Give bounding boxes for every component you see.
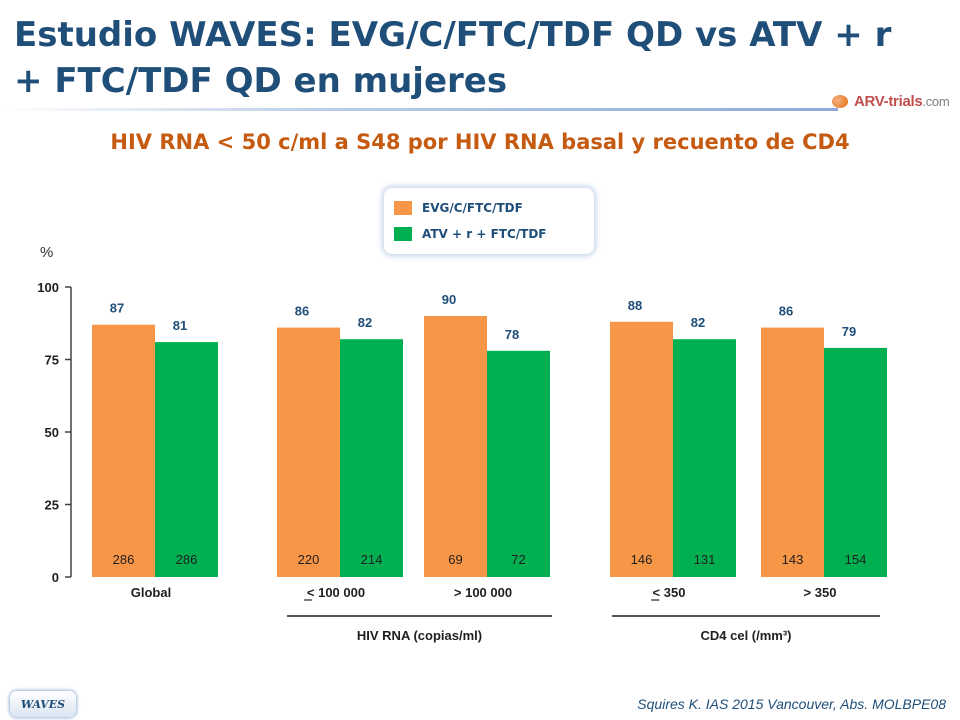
arv-trials-logo[interactable]: ARV-trials.com bbox=[830, 88, 960, 114]
group-label: HIV RNA (copias/ml) bbox=[357, 628, 482, 643]
y-tick-label: 100 bbox=[37, 280, 59, 295]
legend-label-series-1: EVG/C/FTC/TDF bbox=[422, 201, 523, 215]
bar-value-label: 88 bbox=[628, 298, 642, 313]
bar-value-label: 86 bbox=[779, 304, 793, 319]
bar bbox=[424, 316, 487, 577]
category-label: < 100 000 bbox=[307, 585, 365, 600]
category-label: > 100 000 bbox=[454, 585, 512, 600]
waves-tab[interactable]: WAVES bbox=[10, 691, 76, 717]
chart-title: HIV RNA < 50 c/ml a S48 por HIV RNA basa… bbox=[110, 130, 850, 154]
bar-n-label: 143 bbox=[782, 552, 804, 567]
bar bbox=[610, 321, 673, 577]
legend-swatch-orange bbox=[394, 201, 412, 215]
y-axis-unit-label: % bbox=[40, 244, 54, 261]
bar bbox=[761, 327, 824, 577]
bar-n-label: 214 bbox=[361, 552, 383, 567]
bar-n-label: 146 bbox=[631, 552, 653, 567]
bar-n-label: 220 bbox=[298, 552, 320, 567]
bar-n-label: 131 bbox=[694, 552, 716, 567]
bar bbox=[340, 339, 403, 577]
category-label: > 350 bbox=[804, 585, 837, 600]
bar-value-label: 81 bbox=[173, 318, 187, 333]
y-tick-label: 75 bbox=[45, 353, 59, 368]
bar bbox=[277, 327, 340, 577]
bar-n-label: 72 bbox=[511, 552, 525, 567]
bar bbox=[155, 342, 218, 577]
page-title: Estudio WAVES: EVG/C/FTC/TDF QD vs ATV +… bbox=[14, 15, 892, 101]
bar-n-label: 286 bbox=[113, 552, 135, 567]
citation: Squires K. IAS 2015 Vancouver, Abs. MOLB… bbox=[637, 696, 946, 712]
bar-n-label: 286 bbox=[176, 552, 198, 567]
bar-value-label: 90 bbox=[442, 292, 456, 307]
bar-value-label: 82 bbox=[358, 315, 372, 330]
legend-item-series-1: EVG/C/FTC/TDF bbox=[394, 198, 523, 218]
y-tick-label: 50 bbox=[45, 425, 59, 440]
bar-n-label: 154 bbox=[845, 552, 867, 567]
legend-swatch-green bbox=[394, 227, 412, 241]
chart-legend: EVG/C/FTC/TDF ATV + r + FTC/TDF bbox=[384, 188, 594, 254]
logo-text: ARV-trials.com bbox=[854, 92, 950, 110]
bar bbox=[673, 339, 736, 577]
logo-icon bbox=[830, 92, 852, 110]
bar bbox=[92, 324, 155, 577]
bar-value-label: 79 bbox=[842, 324, 856, 339]
y-tick-label: 0 bbox=[52, 570, 59, 585]
group-label: CD4 cel (/mm³) bbox=[700, 628, 791, 643]
title-divider bbox=[0, 108, 838, 111]
bar-value-label: 78 bbox=[505, 327, 519, 342]
bar-value-label: 82 bbox=[691, 315, 705, 330]
bar-n-label: 69 bbox=[448, 552, 462, 567]
legend-label-series-2: ATV + r + FTC/TDF bbox=[422, 227, 547, 241]
bar bbox=[487, 350, 550, 577]
bar-value-label: 87 bbox=[110, 301, 124, 316]
legend-item-series-2: ATV + r + FTC/TDF bbox=[394, 224, 546, 244]
category-label: Global bbox=[131, 585, 171, 600]
y-tick-label: 25 bbox=[45, 498, 59, 513]
bar-value-label: 86 bbox=[295, 304, 309, 319]
bar bbox=[824, 347, 887, 577]
logo-name: ARV-trials bbox=[854, 92, 923, 110]
category-label: < 350 bbox=[653, 585, 686, 600]
logo-suffix: .com bbox=[922, 93, 950, 109]
